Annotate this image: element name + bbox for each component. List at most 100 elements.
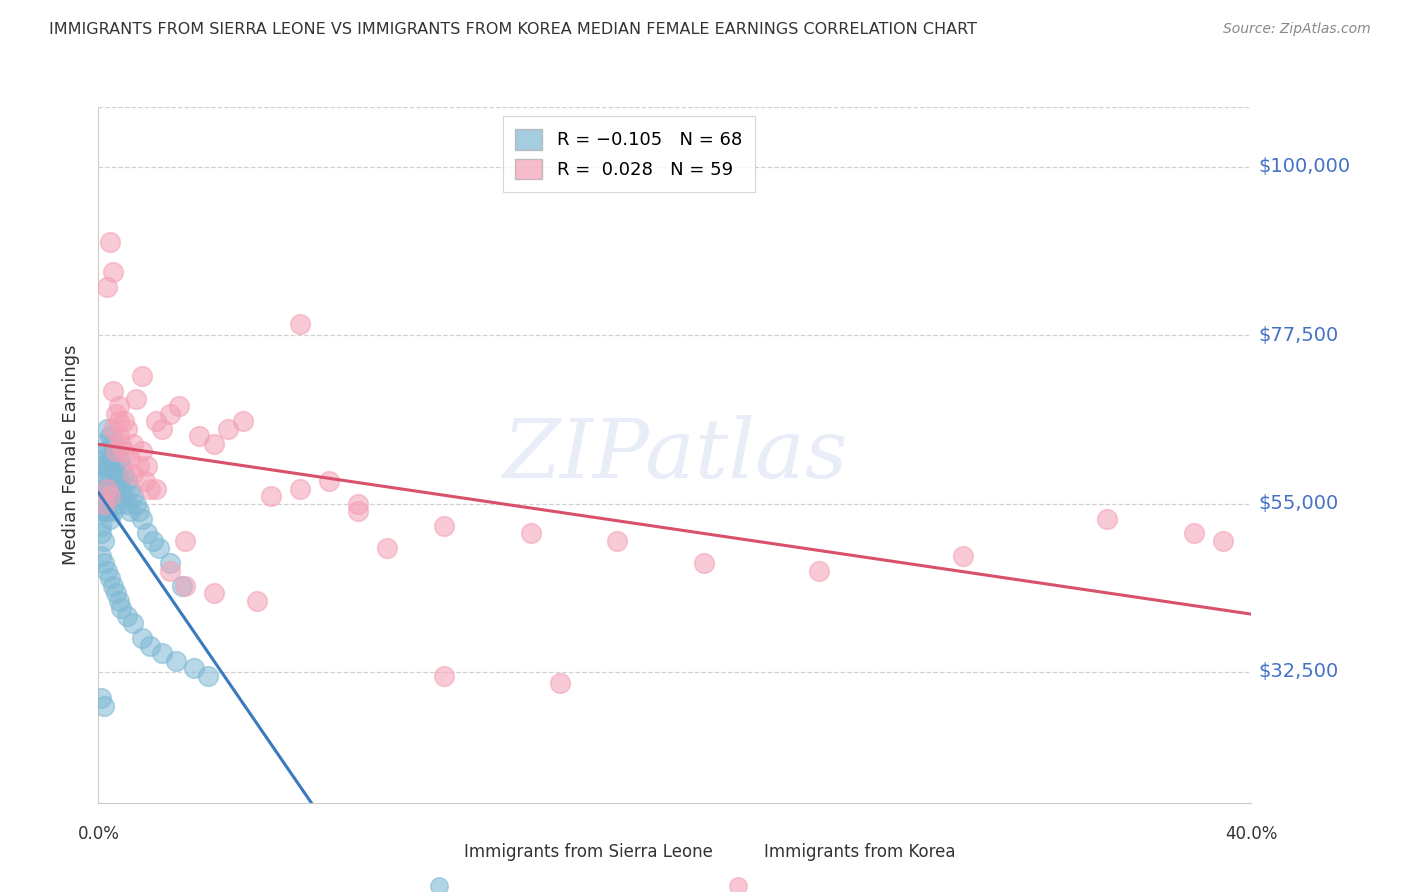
Point (90, 489, 112, 503)
Point (174, 533, 197, 548)
Point (120, 504, 142, 518)
Point (217, 422, 239, 436)
Point (128, 504, 150, 518)
Point (101, 422, 124, 436)
Point (120, 451, 142, 466)
Point (90, 519, 112, 533)
Point (107, 594, 129, 608)
Point (101, 459, 124, 474)
Point (96, 564, 118, 578)
Point (139, 639, 162, 653)
Point (150, 422, 173, 436)
Point (520, 526, 543, 541)
Point (107, 399, 129, 413)
Point (110, 436, 132, 450)
Text: $55,000: $55,000 (1258, 494, 1339, 513)
Point (122, 467, 145, 481)
Point (107, 429, 129, 443)
Point (165, 654, 187, 668)
Point (104, 467, 127, 481)
Point (104, 489, 127, 503)
Point (183, 661, 205, 675)
Point (93, 451, 115, 466)
Point (548, 676, 571, 690)
Point (98, 451, 121, 466)
Point (167, 399, 190, 413)
Point (96, 504, 118, 518)
Y-axis label: Median Female Earnings: Median Female Earnings (62, 344, 80, 566)
Point (107, 451, 129, 466)
Point (98, 489, 121, 503)
Point (93, 497, 115, 511)
Point (159, 564, 181, 578)
Legend: R = −0.105   N = 68, R =  0.028   N = 59: R = −0.105 N = 68, R = 0.028 N = 59 (503, 116, 755, 192)
Point (93, 467, 115, 481)
Point (375, 541, 398, 556)
Point (260, 489, 283, 503)
Point (101, 579, 124, 593)
Point (693, 557, 716, 571)
Point (202, 586, 225, 600)
Point (93, 504, 115, 518)
Point (131, 631, 153, 645)
Point (1182, 526, 1205, 541)
Point (170, 579, 193, 593)
Point (90, 459, 112, 474)
Point (174, 579, 197, 593)
Point (96, 422, 118, 436)
Point (104, 407, 127, 421)
Point (202, 436, 225, 450)
Point (90, 474, 112, 488)
Text: 0.0%: 0.0% (77, 825, 120, 843)
Point (98, 511, 121, 525)
Point (110, 482, 132, 496)
Text: $32,500: $32,500 (1258, 663, 1339, 681)
Point (136, 459, 159, 474)
Point (107, 497, 129, 511)
Point (90, 691, 112, 706)
Point (346, 497, 368, 511)
Point (107, 414, 129, 428)
Point (159, 407, 181, 421)
Point (197, 668, 219, 682)
Point (96, 459, 118, 474)
Point (131, 511, 153, 525)
Point (117, 422, 138, 436)
Point (96, 482, 118, 496)
Point (98, 235, 121, 249)
Point (101, 504, 124, 518)
Point (117, 608, 138, 623)
Text: $77,500: $77,500 (1258, 326, 1339, 344)
Point (90, 526, 112, 541)
Point (131, 444, 153, 458)
Point (346, 504, 368, 518)
Text: Source: ZipAtlas.com: Source: ZipAtlas.com (1223, 22, 1371, 37)
Point (104, 586, 127, 600)
Point (101, 436, 124, 450)
Point (117, 474, 138, 488)
Point (150, 646, 173, 660)
Point (98, 489, 121, 503)
Point (93, 436, 115, 450)
Point (98, 429, 121, 443)
Point (110, 601, 132, 615)
Point (1212, 533, 1234, 548)
Point (98, 571, 121, 585)
Point (101, 482, 124, 496)
Point (112, 414, 135, 428)
Point (122, 489, 145, 503)
Point (96, 482, 118, 496)
Point (159, 557, 181, 571)
Point (93, 557, 115, 571)
Point (290, 317, 312, 331)
Point (101, 384, 124, 399)
Point (120, 482, 142, 496)
Point (128, 459, 150, 474)
Point (125, 392, 148, 406)
Point (952, 549, 974, 563)
Point (131, 369, 153, 384)
Point (433, 519, 456, 533)
Point (122, 616, 145, 631)
Point (145, 414, 167, 428)
Point (112, 444, 135, 458)
